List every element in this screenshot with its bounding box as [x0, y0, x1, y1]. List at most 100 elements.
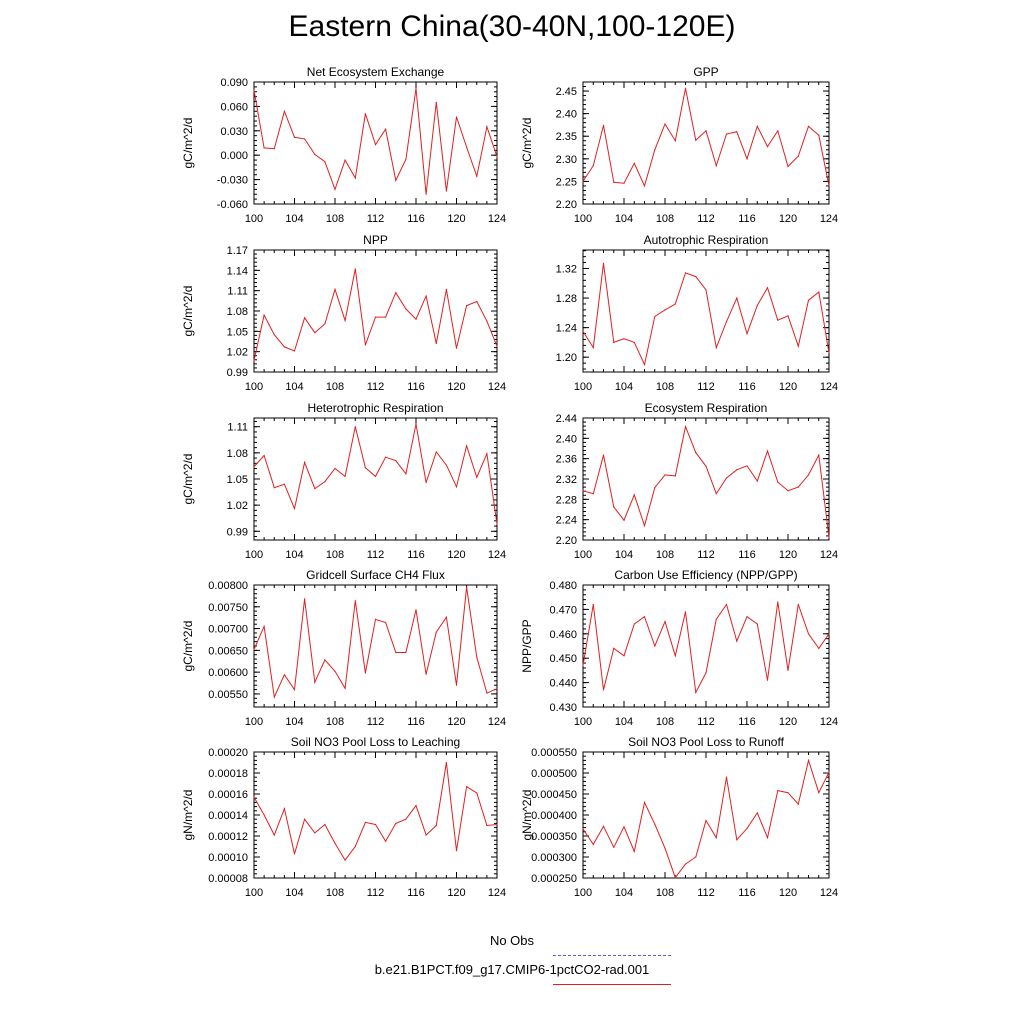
- y-tick-label: 1.02: [227, 500, 248, 512]
- x-tick-label: 104: [615, 716, 633, 728]
- data-point: [695, 691, 697, 694]
- data-point: [395, 460, 397, 462]
- y-tick-label: 0.00008: [208, 873, 248, 885]
- data-point: [674, 655, 676, 657]
- data-point: [263, 454, 265, 457]
- y-tick-label: 1.14: [227, 265, 248, 277]
- y-tick-label: 0.99: [227, 367, 248, 379]
- y-tick-label: 2.44: [556, 413, 577, 425]
- data-point: [273, 487, 275, 489]
- data-point: [807, 474, 810, 476]
- data-point: [405, 818, 407, 820]
- series-line: [582, 758, 830, 879]
- x-tick-label: 120: [779, 716, 797, 728]
- y-tick-label: 0.470: [549, 604, 577, 616]
- panel-title: GPP: [693, 65, 718, 79]
- x-tick-label: 116: [407, 887, 425, 899]
- x-tick-label: 124: [488, 716, 506, 728]
- x-tick-label: 108: [326, 887, 344, 899]
- data-point: [476, 476, 478, 478]
- series-line: [253, 762, 498, 861]
- y-tick-label: 1.05: [227, 326, 248, 338]
- x-tick-label: 120: [447, 887, 465, 899]
- data-point: [253, 796, 255, 798]
- data-point: [766, 837, 769, 839]
- data-point: [695, 276, 697, 278]
- data-point: [643, 185, 646, 187]
- data-point: [304, 818, 306, 820]
- data-point: [253, 466, 255, 468]
- y-tick-label: 2.45: [556, 86, 577, 98]
- series-line: [253, 88, 498, 195]
- data-point: [314, 488, 316, 490]
- panel-8: Soil NO3 Pool Loss to Leaching 100 104 108 1…: [181, 735, 506, 899]
- y-tick-label: 2.32: [556, 474, 577, 486]
- data-point: [293, 508, 296, 510]
- data-point: [654, 149, 656, 151]
- data-point: [664, 123, 666, 125]
- data-point: [415, 423, 417, 425]
- data-point: [425, 834, 427, 836]
- panel-title: Autotrophic Respiration: [644, 233, 769, 247]
- data-point: [496, 156, 498, 158]
- data-point: [725, 477, 728, 479]
- series-line: [582, 602, 830, 695]
- y-axis-label: gC/m^2/d: [181, 286, 195, 337]
- data-point: [354, 426, 356, 428]
- data-point: [592, 347, 594, 349]
- data-point: [385, 316, 387, 318]
- data-point: [643, 525, 646, 527]
- panel-0: Net Ecosystem Exchange 100 104 108 112 116 120…: [181, 65, 506, 225]
- data-point: [807, 633, 810, 635]
- data-point: [797, 155, 799, 157]
- y-tick-label: 2.40: [556, 109, 577, 121]
- data-point: [613, 846, 615, 848]
- x-tick-label: 108: [656, 549, 674, 561]
- data-point: [415, 609, 417, 611]
- plot-frame: [582, 249, 830, 373]
- y-tick-label: 2.30: [556, 154, 577, 166]
- data-point: [354, 600, 356, 602]
- data-point: [334, 670, 336, 672]
- data-point: [756, 480, 758, 482]
- legend-label-no-obs: No Obs: [489, 933, 535, 948]
- data-point: [828, 633, 830, 635]
- data-point: [787, 315, 789, 317]
- data-point: [787, 669, 789, 672]
- y-tick-label: -0.030: [217, 175, 248, 187]
- data-point: [766, 287, 769, 289]
- data-point: [466, 146, 468, 148]
- legend-line-model-run: [553, 984, 671, 985]
- data-point: [684, 272, 687, 274]
- x-tick-label: 108: [656, 716, 674, 728]
- data-point: [602, 454, 605, 456]
- y-tick-label: 0.00600: [208, 667, 248, 679]
- data-point: [777, 790, 779, 792]
- data-point: [787, 490, 789, 492]
- y-tick-label: 0.000400: [531, 810, 577, 822]
- data-point: [405, 651, 407, 654]
- data-point: [405, 473, 407, 475]
- y-tick-label: 0.00012: [208, 831, 248, 843]
- data-point: [415, 318, 417, 320]
- x-tick-label: 124: [488, 887, 506, 899]
- x-tick-label: 116: [407, 213, 425, 225]
- y-axis-label: gC/m^2/d: [181, 621, 195, 672]
- data-point: [293, 136, 296, 138]
- panel-7: Carbon Use Efficiency (NPP/GPP) 100 104 108…: [520, 568, 838, 728]
- data-point: [364, 672, 366, 674]
- data-point: [828, 536, 830, 539]
- data-point: [435, 101, 437, 103]
- data-point: [664, 474, 666, 476]
- y-tick-label: 0.99: [227, 526, 248, 538]
- data-point: [354, 268, 356, 270]
- panel-4: Heterotrophic Respiration 100 104 108 112 116…: [181, 401, 506, 561]
- x-tick-label: 120: [779, 887, 797, 899]
- data-point: [746, 333, 748, 335]
- data-point: [405, 308, 407, 310]
- data-point: [273, 834, 275, 836]
- y-tick-label: 2.28: [556, 494, 577, 506]
- y-tick-label: 0.00016: [208, 789, 248, 801]
- data-point: [466, 445, 468, 447]
